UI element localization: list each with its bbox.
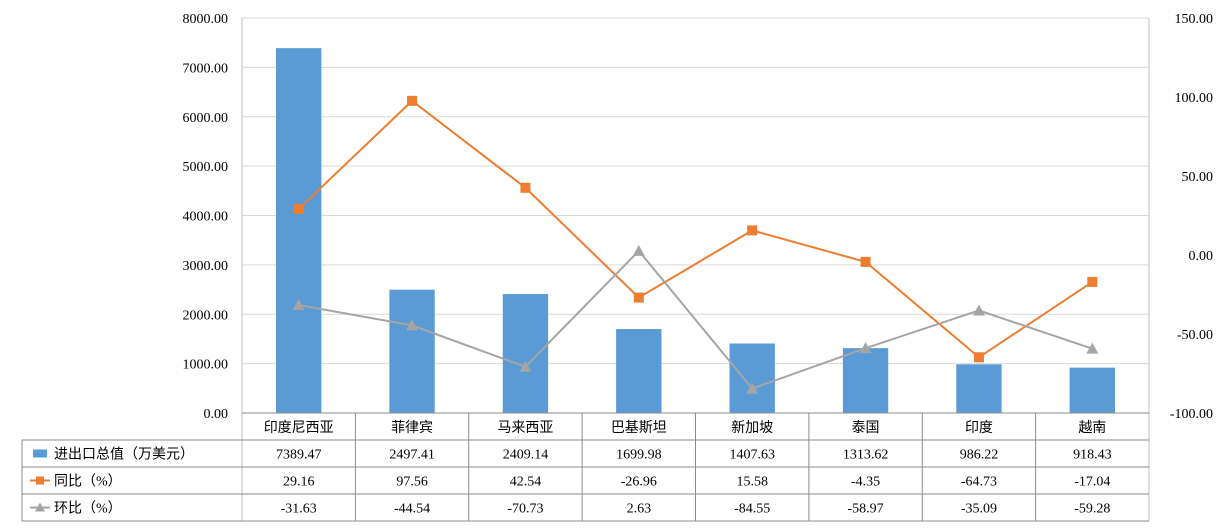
y-left-tick-label: 8000.00: [183, 12, 229, 27]
table-value: -17.04: [1074, 475, 1110, 490]
data-point: [747, 225, 758, 236]
y-right-tick-label: -50.00: [1177, 328, 1213, 343]
series-line: [298, 249, 1093, 390]
table-value: -64.73: [961, 475, 997, 490]
y-left-tick-label: 7000.00: [183, 61, 229, 76]
y-left-tick-label: 6000.00: [183, 111, 229, 126]
x-category-label: 菲律宾: [391, 420, 433, 436]
y-left-tick-label: 2000.00: [183, 308, 229, 323]
data-point: [859, 342, 872, 354]
legend-key-bar: [33, 449, 47, 458]
table-value: 918.43: [1073, 448, 1112, 463]
data-point: [1087, 276, 1098, 287]
table-value: -35.09: [961, 502, 997, 517]
y-right-tick-label: 100.00: [1175, 91, 1214, 106]
table-value: -44.54: [394, 502, 430, 517]
bar: [956, 364, 1002, 413]
bar: [389, 289, 435, 413]
bar-series-total: [276, 48, 1115, 413]
data-point: [406, 319, 419, 331]
x-category-label: 印度尼西亚: [264, 420, 334, 436]
table-value: 15.58: [736, 475, 768, 490]
table-value: 1699.98: [616, 448, 662, 463]
x-category-label: 新加坡: [731, 420, 773, 436]
y-right-tick-label: 150.00: [1175, 12, 1214, 27]
table-value: -84.55: [734, 502, 770, 517]
table-value: 1407.63: [729, 448, 775, 463]
y-axis-left: 0.00 1000.00 2000.00 3000.00 4000.00 5000.00 6…: [183, 12, 229, 422]
data-point: [292, 298, 305, 310]
y-right-tick-label: 0.00: [1189, 249, 1214, 264]
data-point: [973, 352, 984, 363]
bar: [616, 329, 662, 413]
table-value: 986.22: [960, 448, 999, 463]
table-series-name: 同比（%）: [54, 474, 122, 490]
table-value: -31.63: [281, 502, 317, 517]
series-line: [297, 99, 1093, 359]
table-value: -26.96: [621, 475, 657, 490]
table-value: 2497.41: [389, 448, 435, 463]
legend-key-marker: [36, 476, 44, 485]
x-category-label: 越南: [1078, 420, 1106, 436]
data-point: [1086, 342, 1099, 354]
x-category-label: 巴基斯坦: [611, 419, 667, 436]
table-value: 2409.14: [503, 448, 549, 463]
table-value: -58.97: [847, 502, 883, 517]
data-point: [407, 95, 418, 106]
line-series-mom: [292, 244, 1099, 394]
data-point: [633, 292, 644, 303]
data-point: [860, 256, 871, 267]
bar: [842, 348, 889, 413]
y-axis-right: -100.00 -50.00 0.00 50.00 100.00 150.00: [1170, 12, 1213, 422]
data-point: [972, 304, 985, 316]
table-series-name: 环比（%）: [54, 501, 122, 517]
bar: [1069, 367, 1115, 413]
table-value: 29.16: [283, 475, 315, 490]
y-right-tick-label: -100.00: [1170, 407, 1213, 422]
y-left-tick-label: 4000.00: [183, 210, 229, 225]
table-value: 42.54: [510, 475, 542, 490]
table-value: 1313.62: [843, 448, 889, 463]
table-value: -4.35: [851, 475, 880, 490]
x-category-label: 泰国: [852, 420, 880, 436]
table-value: 2.63: [627, 502, 652, 517]
y-left-tick-label: 0.00: [204, 407, 229, 422]
legend-key-marker: [35, 502, 45, 512]
table-series-name: 进出口总值（万美元）: [54, 447, 194, 463]
y-left-tick-label: 5000.00: [183, 160, 229, 175]
bar: [502, 294, 549, 413]
bar: [276, 48, 322, 413]
data-point: [293, 203, 304, 214]
bar: [729, 343, 775, 413]
y-left-tick-label: 1000.00: [183, 358, 229, 373]
table-value: 97.56: [396, 475, 428, 490]
table-value: 7389.47: [276, 448, 322, 463]
table-value: -59.28: [1074, 502, 1110, 517]
data-point: [746, 382, 759, 394]
y-left-tick-label: 3000.00: [183, 259, 229, 274]
y-right-tick-label: 50.00: [1182, 170, 1214, 185]
x-category-label: 马来西亚: [497, 420, 553, 436]
data-point: [632, 244, 645, 256]
data-point: [520, 182, 531, 193]
line-series-yoy: [293, 95, 1098, 363]
table-value: -70.73: [507, 502, 543, 517]
data-point: [519, 360, 532, 372]
x-category-label: 印度: [965, 420, 993, 436]
